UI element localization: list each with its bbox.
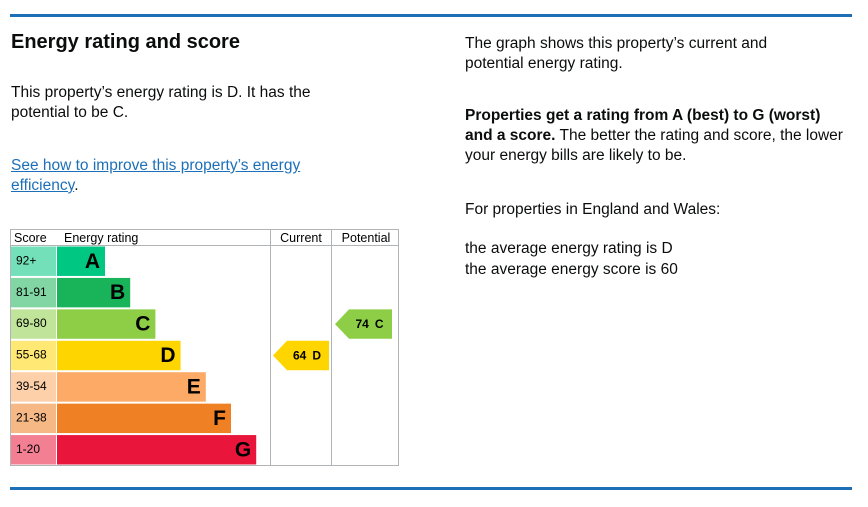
rating-letter: D [160,344,175,367]
rating-letter: E [187,375,201,398]
link-paragraph: See how to improve this property’s energ… [11,156,341,196]
score-range: 39-54 [16,379,47,393]
top-rule [10,14,852,17]
score-cell [11,277,56,308]
improve-link[interactable]: See how to improve this property’s energ… [11,157,301,194]
link-suffix: . [74,177,79,194]
current-score: 64 [293,349,307,363]
column-header: Potential [342,231,391,245]
rating-bar [57,372,206,402]
scale-rest: The better the rating and score, the low… [465,127,843,164]
score-range: 55-68 [16,348,47,362]
current-arrow [273,340,329,371]
score-range: 1-20 [16,442,40,456]
score-range: 81-91 [16,285,47,299]
rating-letter: B [110,281,125,304]
chart-frame [10,229,399,466]
rating-bar [57,340,181,371]
current-label: 64 D [293,349,321,363]
rating-bar [57,277,131,308]
avg-score: the average energy score is 60 [465,261,678,278]
heading: Energy rating and score [11,31,240,53]
scale-bold: Properties get a rating from A (best) to… [465,107,821,144]
region: For properties in England and Wales: [465,201,721,218]
column-header: Score [14,231,47,245]
score-cell [11,372,56,402]
column-header: Energy rating [64,231,138,245]
potential-letter: C [375,317,384,331]
score-range: 69-80 [16,316,47,330]
rating-letter: C [135,313,150,336]
potential-arrow [335,309,392,339]
rating-letter: G [235,438,251,461]
rating-letter: F [213,407,226,430]
bottom-rule [10,487,852,490]
rating-text: This property’s energy rating is D. It h… [11,84,311,121]
epc-chart: Score Energy rating Current Potential 92+ A 81… [10,229,399,466]
scale-text: Properties get a rating from A (best) to… [465,106,850,166]
score-cell [11,340,56,371]
potential-score: 74 [355,317,369,331]
rating-bar [57,435,257,465]
rating-letter: A [85,250,100,273]
score-range: 92+ [16,253,36,267]
rating-bar [57,246,105,276]
rating-bar [57,403,231,434]
score-cell [11,309,56,339]
score-cell [11,246,56,276]
intro: The graph shows this property’s current … [465,35,768,72]
score-range: 21-38 [16,411,47,425]
avg-rating: the average energy rating is D [465,240,673,257]
column-header: Current [280,231,322,245]
rating-bar [57,309,156,339]
current-letter: D [312,349,321,363]
potential-label: 74 C [355,317,383,331]
score-cell [11,403,56,434]
score-cell [11,435,56,465]
